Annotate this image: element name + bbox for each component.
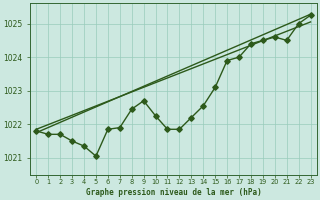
X-axis label: Graphe pression niveau de la mer (hPa): Graphe pression niveau de la mer (hPa)	[85, 188, 261, 197]
